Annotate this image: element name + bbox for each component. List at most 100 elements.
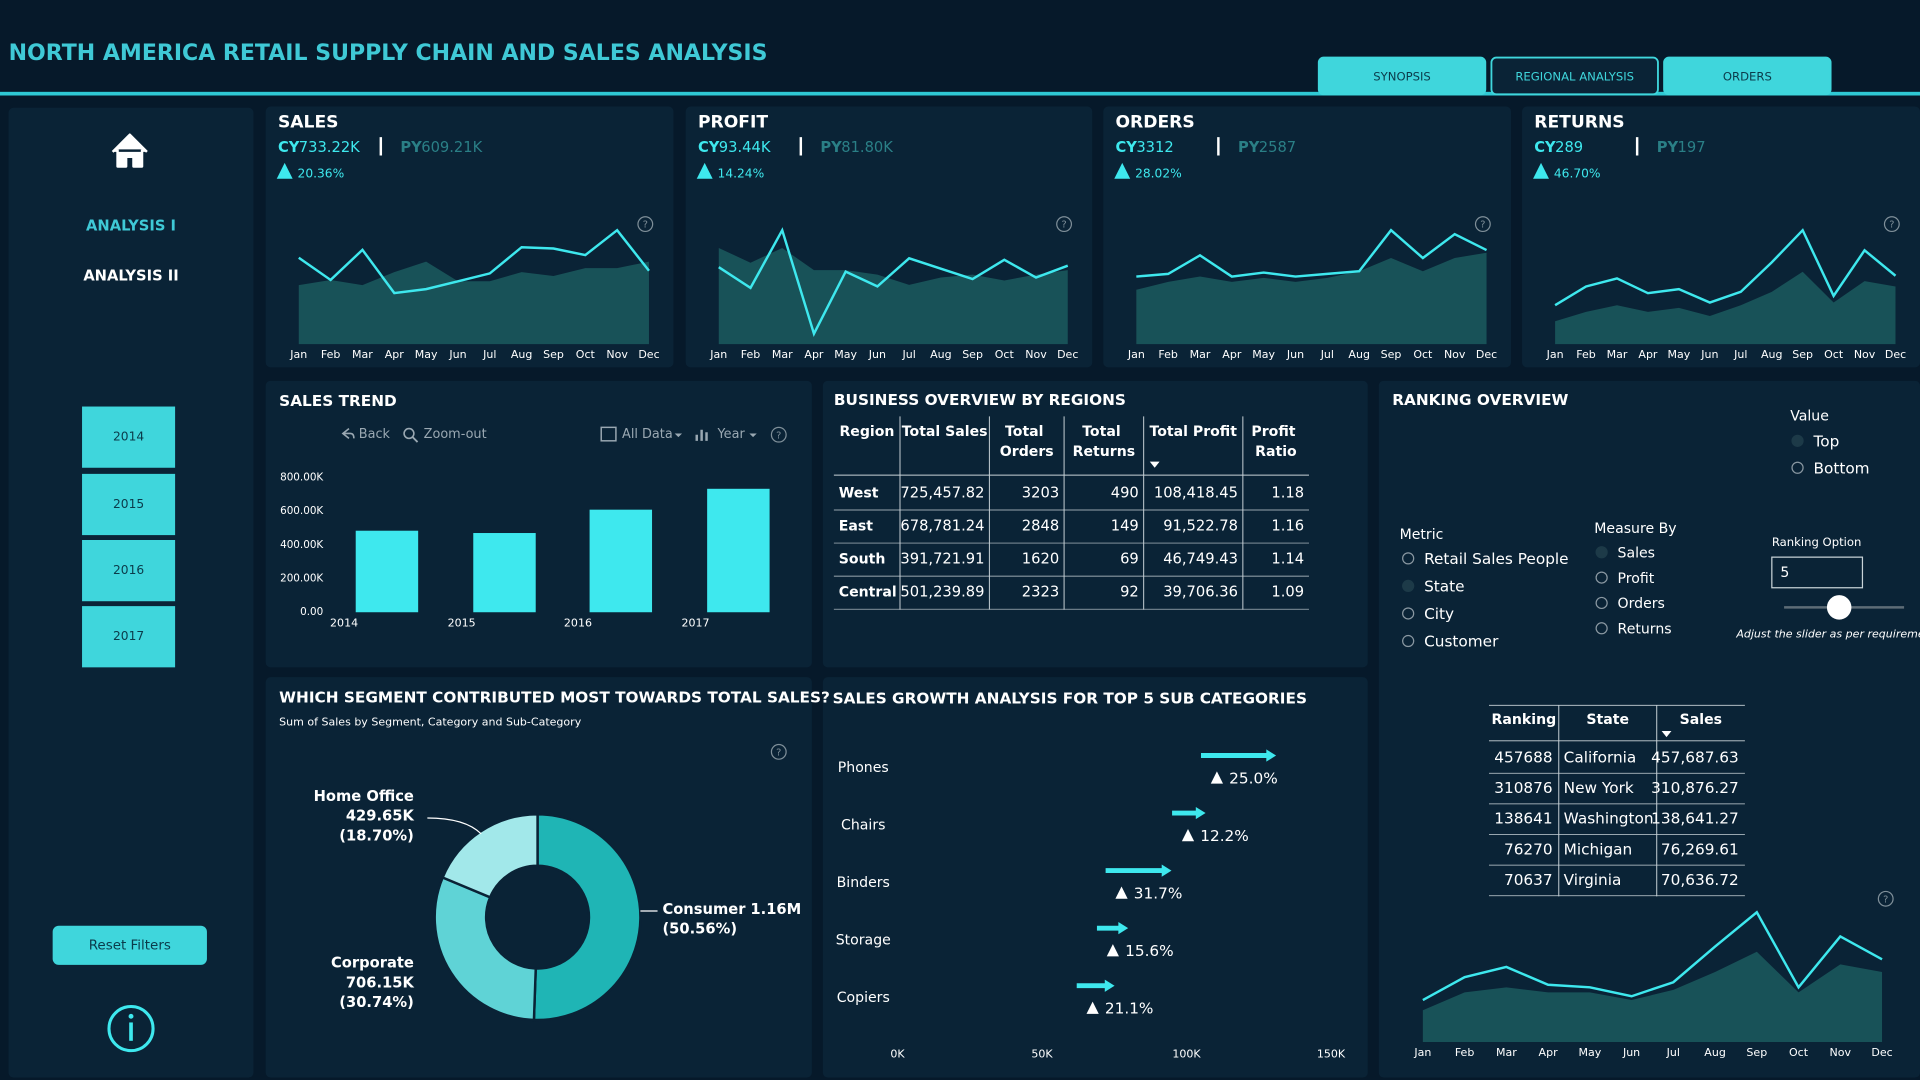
cell: Michigan (1564, 840, 1633, 858)
x-tick-label: 100K (1172, 1047, 1201, 1060)
reset-button[interactable] (52, 925, 207, 965)
tab[interactable] (1490, 56, 1659, 96)
x-tick-label: Feb (1158, 348, 1178, 361)
info-stem (129, 1022, 133, 1041)
x-tick-label: 150K (1317, 1047, 1346, 1060)
slider-knob[interactable] (1826, 595, 1852, 620)
radio-button[interactable] (1402, 552, 1415, 565)
x-tick-label: Dec (1476, 348, 1497, 361)
cell: 2848 (1022, 518, 1059, 535)
cell: 501,239.89 (900, 584, 984, 601)
year-label: 2014 (113, 430, 144, 444)
x-tick-label: Aug (1348, 348, 1370, 361)
up-triangle (1115, 886, 1128, 899)
up-triangle (1181, 828, 1195, 842)
option-value: 5 (1780, 565, 1789, 581)
radio-button[interactable] (1595, 546, 1608, 559)
radio-button[interactable] (1595, 596, 1608, 610)
radio-button[interactable] (1402, 579, 1415, 593)
segment-share: (18.70%) (339, 827, 414, 844)
year-button[interactable] (82, 406, 176, 468)
segment-name: Home Office (314, 788, 414, 805)
cell: 108,418.45 (1154, 484, 1238, 501)
line (298, 228, 650, 295)
tab[interactable] (1663, 56, 1832, 96)
x-tick-label: Apr (1222, 348, 1242, 361)
bar (355, 530, 419, 613)
x-tick-label: Apr (385, 348, 405, 361)
sort-arrow (1149, 461, 1160, 468)
x-tick-label: Apr (1638, 348, 1658, 361)
category-label: Binders (837, 875, 890, 891)
separator (799, 137, 803, 156)
tab[interactable] (1317, 56, 1487, 96)
x-tick-label: Jul (482, 348, 496, 361)
radio-button[interactable] (1402, 634, 1415, 648)
toolbar-item: Year (717, 427, 746, 442)
x-tick-label: Jan (1546, 348, 1564, 361)
py-value: 197 (1678, 139, 1706, 156)
group-title: Ranking Option (1772, 535, 1862, 549)
radio-button[interactable] (1595, 571, 1608, 584)
up-triangle (1533, 162, 1549, 179)
x-tick-label: May (1667, 348, 1690, 361)
nav-link: ANALYSIS II (83, 268, 178, 285)
segment-amount: 429.65K (346, 808, 415, 825)
x-tick-label: Jun (868, 348, 886, 361)
cell: 149 (1111, 518, 1139, 535)
cell: 678,781.24 (900, 518, 984, 535)
cell: 1620 (1022, 551, 1059, 568)
panel-title: RANKING OVERVIEW (1392, 391, 1568, 409)
year-button[interactable] (82, 473, 176, 536)
kpi-title: RETURNS (1534, 112, 1624, 132)
year-button[interactable] (82, 540, 176, 602)
radio-button[interactable] (1791, 434, 1804, 447)
x-tick-label: Jan (1413, 1046, 1431, 1059)
cell: 76,269.61 (1661, 840, 1739, 858)
donut-slice (433, 875, 538, 1022)
cell: 3203 (1022, 484, 1059, 501)
kpi-title: ORDERS (1116, 112, 1195, 132)
x-tick-label: Mar (772, 348, 793, 361)
row-label: South (839, 552, 886, 568)
separator (1635, 137, 1639, 156)
radio-label: Retail Sales People (1424, 550, 1568, 568)
category-label: Phones (838, 760, 889, 776)
area (718, 247, 1068, 345)
segment-share: (50.56%) (662, 920, 737, 937)
cell: Washington (1564, 810, 1654, 828)
slider-hint: Adjust the slider as per requirement (1735, 627, 1920, 640)
option-input[interactable] (1771, 556, 1864, 589)
info-icon[interactable] (107, 1005, 155, 1053)
x-tick-label: Oct (1824, 348, 1844, 361)
radio-button[interactable] (1791, 461, 1804, 474)
row-label: Central (839, 585, 897, 601)
growth-arrow (1200, 749, 1277, 762)
help-icon: ? (1889, 220, 1894, 231)
x-tick-label: Aug (1704, 1046, 1726, 1059)
py-label: PY (1238, 139, 1260, 156)
line (1554, 228, 1897, 307)
bar (473, 533, 536, 613)
cell: New York (1564, 779, 1634, 797)
cell: 46,749.43 (1163, 551, 1238, 568)
help-icon: ? (1061, 220, 1066, 231)
cy-value: 93.44K (719, 139, 771, 156)
x-tick-label: Sep (1792, 348, 1813, 361)
kpi-title: PROFIT (698, 112, 768, 132)
growth-label: 21.1% (1105, 999, 1154, 1017)
cell: 1.16 (1271, 518, 1304, 535)
cell: 2323 (1022, 584, 1059, 601)
radio-button[interactable] (1595, 622, 1608, 635)
year-button[interactable] (82, 606, 176, 668)
x-tick-label: Jun (1622, 1046, 1640, 1059)
home-icon[interactable] (111, 133, 148, 168)
up-triangle (276, 162, 293, 179)
tab-label: SYNOPSIS (1373, 70, 1431, 84)
radio-label: Returns (1618, 622, 1672, 638)
zoom-handle (412, 436, 419, 443)
x-tick-label: Oct (1413, 348, 1433, 361)
radio-button[interactable] (1402, 607, 1415, 620)
py-label: PY (820, 139, 842, 156)
